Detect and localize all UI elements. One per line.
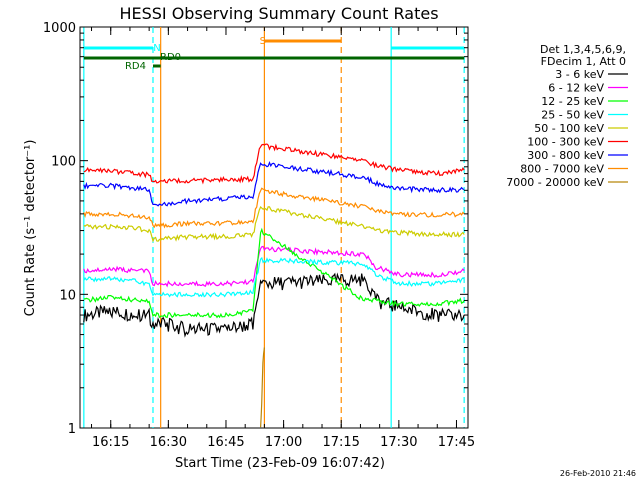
flag-label: RD0 xyxy=(160,52,181,63)
series-line xyxy=(83,227,465,319)
legend-header-line: FDecim 1, Att 0 xyxy=(541,55,626,68)
legend-entry-label: 3 - 6 keV xyxy=(555,68,604,81)
x-tick-label: 17:15 xyxy=(322,435,359,450)
series-line xyxy=(83,143,465,185)
plot-frame xyxy=(79,26,469,429)
flag-label: RD4 xyxy=(125,61,146,72)
legend-entry-label: 25 - 50 keV xyxy=(541,109,604,122)
timestamp: 26-Feb-2010 21:46 xyxy=(560,469,636,478)
series-line xyxy=(83,160,465,207)
vertical-markers xyxy=(83,27,465,428)
series-line xyxy=(83,272,465,338)
legend-entry-label: 300 - 800 keV xyxy=(527,149,604,162)
series-line xyxy=(83,256,465,298)
y-tick-label: 100 xyxy=(51,155,76,170)
legend-header-line: Det 1,3,4,5,6,9, xyxy=(540,43,626,56)
legend-entry-label: 50 - 100 keV xyxy=(534,122,604,135)
series-line xyxy=(83,245,465,288)
x-tick-label: 17:30 xyxy=(380,435,417,450)
axes-group: 1 10 100 1000 16:15 16:30 16:45 17:00 17:15 17:30… xyxy=(43,21,475,450)
series-line xyxy=(83,205,465,243)
x-tick-label: 16:30 xyxy=(150,435,187,450)
plot-frame-group xyxy=(79,26,469,429)
y-tick-label: 1000 xyxy=(43,21,76,36)
series-line xyxy=(260,347,265,428)
legend-entry-label: 100 - 300 keV xyxy=(527,136,604,149)
x-tick-label: 16:15 xyxy=(92,435,129,450)
series-line xyxy=(83,187,465,229)
chart-title: HESSI Observing Summary Count Rates xyxy=(119,4,438,23)
legend-entry-label: 6 - 12 keV xyxy=(548,82,604,95)
legend-entry-label: 800 - 7000 keV xyxy=(520,163,604,176)
legend-entry-label: 12 - 25 keV xyxy=(541,95,604,108)
x-tick-label: 16:45 xyxy=(207,435,244,450)
y-tick-label: 1 xyxy=(68,422,76,437)
flag-label: S xyxy=(260,36,266,47)
x-axis-label: Start Time (23-Feb-09 16:07:42) xyxy=(175,456,385,471)
series-group xyxy=(83,143,465,428)
y-tick-label: 10 xyxy=(59,288,76,303)
y-axis-label: Count Rate (s⁻¹ detector⁻¹) xyxy=(23,140,38,317)
x-tick-label: 17:45 xyxy=(438,435,475,450)
legend-entry-label: 7000 - 20000 keV xyxy=(506,176,604,189)
x-tick-label: 17:00 xyxy=(265,435,302,450)
legend: Det 1,3,4,5,6,9,FDecim 1, Att 03 - 6 keV… xyxy=(506,43,628,189)
flag-label: N xyxy=(153,43,160,54)
